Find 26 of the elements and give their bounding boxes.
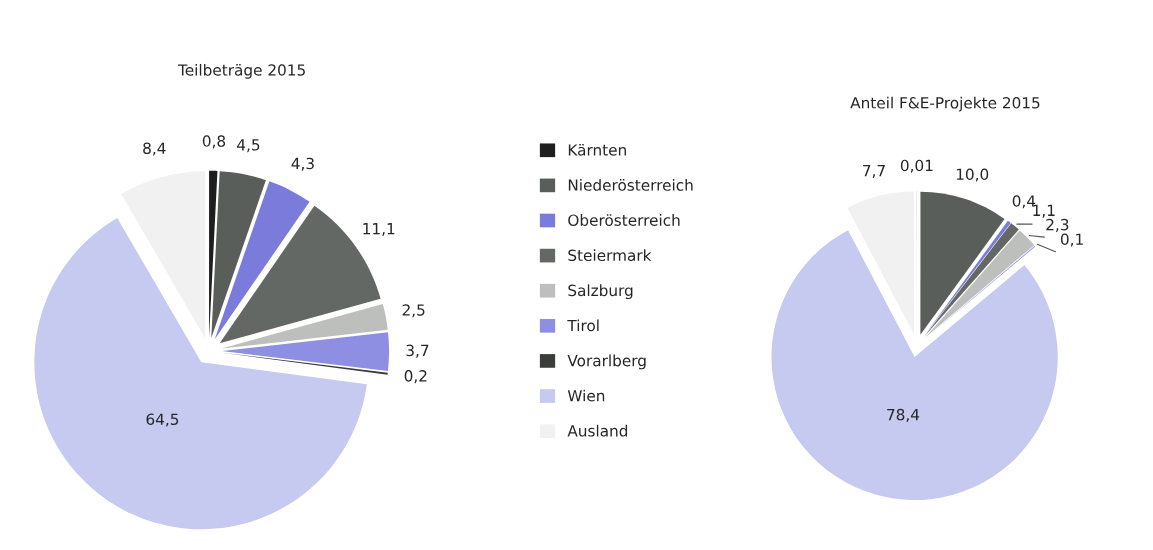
- data-label: 11,1: [363, 223, 395, 236]
- data-label: 0,1: [1060, 233, 1083, 247]
- legend-label: Tirol: [567, 319, 599, 332]
- legend-label: Steiermark: [568, 249, 652, 262]
- data-label: 3,7: [406, 344, 429, 358]
- data-label: 2,5: [402, 304, 425, 318]
- data-label: 10,0: [956, 168, 989, 182]
- data-label: 2,3: [1046, 218, 1069, 232]
- data-label: 4,3: [291, 157, 314, 171]
- legend-label: Wien: [567, 389, 605, 402]
- legend-label: Kärnten: [568, 143, 626, 156]
- chart-title: Teilbeträge 2015: [177, 63, 305, 79]
- data-label: 4,5: [237, 139, 260, 153]
- data-label: 0,8: [202, 135, 226, 149]
- data-label: 0,01: [900, 159, 933, 173]
- legend-label: Niederösterreich: [568, 179, 693, 191]
- legend-label: Ausland: [567, 424, 628, 437]
- chart-title: Anteil F&E-Projekte 2015: [850, 96, 1040, 112]
- data-label: 8,4: [143, 142, 166, 156]
- legend-label: Oberösterreich: [568, 214, 680, 226]
- data-label: 0,2: [404, 370, 427, 384]
- data-label: 78,4: [887, 408, 920, 422]
- data-label: 7,7: [863, 165, 885, 178]
- legend-label: Vorarlberg: [567, 354, 646, 370]
- data-label: 64,5: [146, 413, 179, 427]
- legend-label: Salzburg: [568, 284, 633, 300]
